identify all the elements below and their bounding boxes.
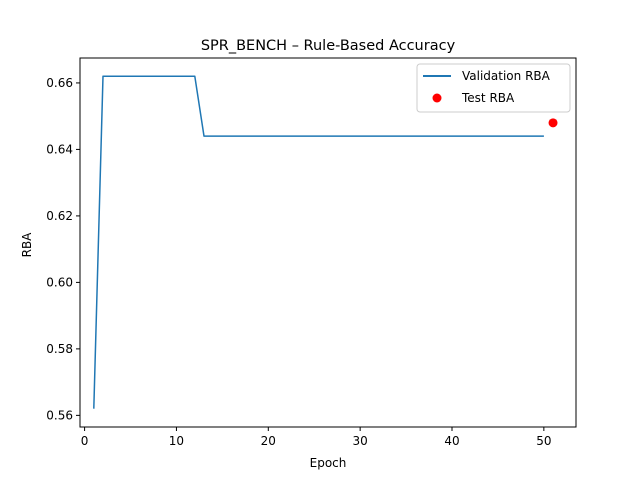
- y-tick-label: 0.60: [46, 275, 73, 289]
- x-tick-label: 20: [261, 434, 276, 448]
- legend-test-swatch: [432, 93, 442, 103]
- x-tick-label: 30: [353, 434, 368, 448]
- chart-title: SPR_BENCH – Rule-Based Accuracy: [201, 38, 456, 54]
- legend-validation-label: Validation RBA: [462, 69, 551, 83]
- x-axis-label: Epoch: [310, 456, 347, 470]
- y-tick-label: 0.64: [46, 142, 73, 156]
- x-tick-label: 50: [536, 434, 551, 448]
- test-rba-point: [548, 118, 558, 128]
- y-tick-label: 0.62: [46, 209, 73, 223]
- y-axis-label: RBA: [20, 232, 34, 258]
- x-tick-label: 10: [169, 434, 184, 448]
- legend-box: [416, 63, 571, 113]
- validation-rba-line: [93, 75, 544, 409]
- legend: Validation RBA Test RBA: [416, 63, 571, 113]
- plot-area: 0 10 20 30 40 50 0.56 0.58 0.60 0.62 0.64 0.66: [46, 57, 577, 448]
- x-tick-label: 40: [444, 434, 459, 448]
- legend-test-label: Test RBA: [461, 91, 515, 105]
- axes-frame: [79, 57, 577, 428]
- x-tick-label: 0: [81, 434, 89, 448]
- y-tick-label: 0.66: [46, 76, 73, 90]
- y-tick-label: 0.58: [46, 342, 73, 356]
- y-tick-label: 0.56: [46, 408, 73, 422]
